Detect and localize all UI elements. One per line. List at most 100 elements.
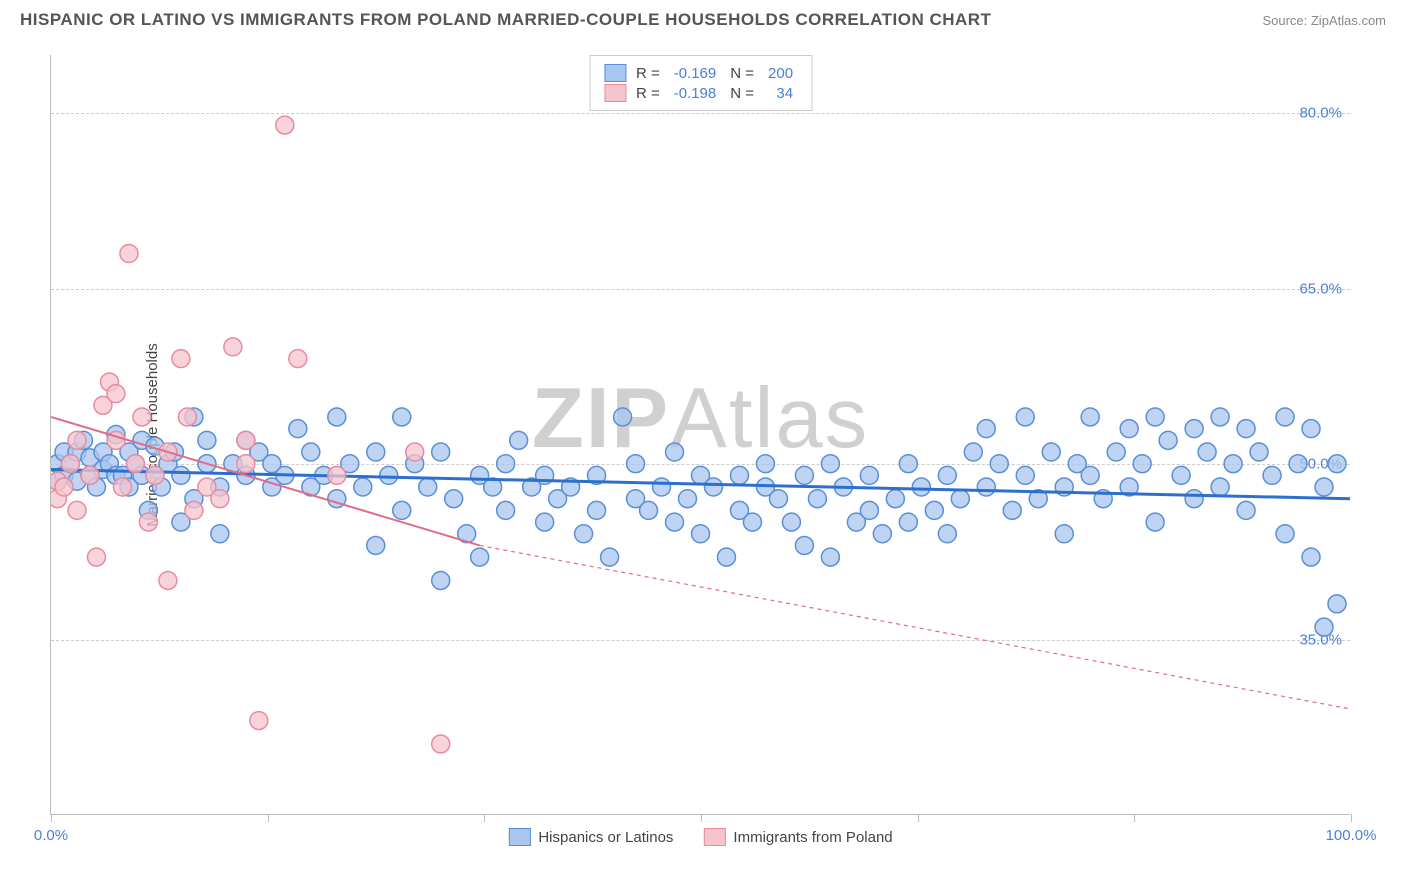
scatter-point	[1224, 455, 1242, 473]
scatter-point	[1055, 525, 1073, 543]
scatter-point	[795, 536, 813, 554]
scatter-point	[432, 571, 450, 589]
scatter-point	[860, 501, 878, 519]
scatter-point	[211, 490, 229, 508]
scatter-point	[61, 455, 79, 473]
scatter-point	[1133, 455, 1151, 473]
scatter-point	[126, 455, 144, 473]
scatter-point	[1042, 443, 1060, 461]
series-legend-bottom: Hispanics or Latinos Immigrants from Pola…	[508, 828, 892, 846]
legend-swatch	[604, 64, 626, 82]
scatter-point	[821, 455, 839, 473]
scatter-point	[925, 501, 943, 519]
scatter-point	[1146, 408, 1164, 426]
scatter-point	[704, 478, 722, 496]
scatter-point	[178, 408, 196, 426]
x-tick	[918, 814, 919, 822]
scatter-point	[354, 478, 372, 496]
stat-value-r: -0.198	[674, 85, 717, 102]
scatter-point	[614, 408, 632, 426]
stat-value-n: 200	[768, 65, 793, 82]
scatter-point	[808, 490, 826, 508]
scatter-point	[471, 548, 489, 566]
scatter-point	[730, 466, 748, 484]
scatter-point	[185, 501, 203, 519]
scatter-point	[81, 466, 99, 484]
scatter-point	[276, 116, 294, 134]
scatter-point	[113, 478, 131, 496]
scatter-point	[1159, 431, 1177, 449]
scatter-point	[1250, 443, 1268, 461]
scatter-point	[1302, 420, 1320, 438]
scatter-point	[653, 478, 671, 496]
scatter-point	[107, 385, 125, 403]
scatter-point	[938, 525, 956, 543]
scatter-point	[328, 408, 346, 426]
scatter-point	[237, 455, 255, 473]
scatter-point	[977, 478, 995, 496]
scatter-point	[1276, 408, 1294, 426]
stat-label-n: N =	[730, 65, 754, 82]
scatter-point	[393, 408, 411, 426]
x-tick	[484, 814, 485, 822]
scatter-point	[1289, 455, 1307, 473]
scatter-point	[250, 712, 268, 730]
scatter-point	[120, 245, 138, 263]
scatter-point	[666, 443, 684, 461]
scatter-point	[367, 536, 385, 554]
scatter-point	[912, 478, 930, 496]
scatter-point	[1315, 618, 1333, 636]
legend-swatch	[508, 828, 530, 846]
scatter-point	[139, 513, 157, 531]
scatter-point	[198, 431, 216, 449]
chart-title: HISPANIC OR LATINO VS IMMIGRANTS FROM PO…	[20, 10, 991, 30]
stats-legend-row: R = -0.169 N = 200	[604, 64, 797, 82]
source-label: Source: ZipAtlas.com	[1262, 13, 1386, 28]
x-tick	[701, 814, 702, 822]
scatter-point	[536, 513, 554, 531]
scatter-point	[1120, 420, 1138, 438]
scatter-point	[1315, 478, 1333, 496]
scatter-point	[1237, 501, 1255, 519]
scatter-point	[1016, 466, 1034, 484]
scatter-point	[769, 490, 787, 508]
scatter-point	[860, 466, 878, 484]
scatter-point	[172, 350, 190, 368]
scatter-point	[990, 455, 1008, 473]
stats-legend-row: R = -0.198 N = 34	[604, 84, 797, 102]
scatter-point	[1185, 490, 1203, 508]
scatter-point	[601, 548, 619, 566]
x-tick	[268, 814, 269, 822]
scatter-point	[679, 490, 697, 508]
scatter-point	[146, 466, 164, 484]
stat-label-r: R =	[636, 65, 660, 82]
x-tick-label: 0.0%	[34, 827, 68, 844]
scatter-point	[1107, 443, 1125, 461]
stat-value-r: -0.169	[674, 65, 717, 82]
scatter-point	[1211, 478, 1229, 496]
series-legend-label: Hispanics or Latinos	[538, 829, 673, 846]
stat-label-r: R =	[636, 85, 660, 102]
scatter-point	[756, 455, 774, 473]
scatter-point	[419, 478, 437, 496]
scatter-point	[1081, 408, 1099, 426]
scatter-point	[951, 490, 969, 508]
scatter-point	[445, 490, 463, 508]
scatter-point	[1081, 466, 1099, 484]
scatter-point	[588, 501, 606, 519]
scatter-point	[1328, 595, 1346, 613]
scatter-point	[367, 443, 385, 461]
scatter-point	[1185, 420, 1203, 438]
stat-value-n: 34	[768, 85, 793, 102]
scatter-point	[640, 501, 658, 519]
series-legend-item: Hispanics or Latinos	[508, 828, 673, 846]
stat-label-n: N =	[730, 85, 754, 102]
scatter-point	[432, 735, 450, 753]
series-legend-label: Immigrants from Poland	[733, 829, 892, 846]
scatter-point	[393, 501, 411, 519]
legend-swatch	[703, 828, 725, 846]
scatter-point	[1016, 408, 1034, 426]
scatter-point	[1003, 501, 1021, 519]
scatter-point	[899, 513, 917, 531]
chart-plot-area: Married-couple Households ZIPAtlas R =-0…	[50, 55, 1350, 815]
